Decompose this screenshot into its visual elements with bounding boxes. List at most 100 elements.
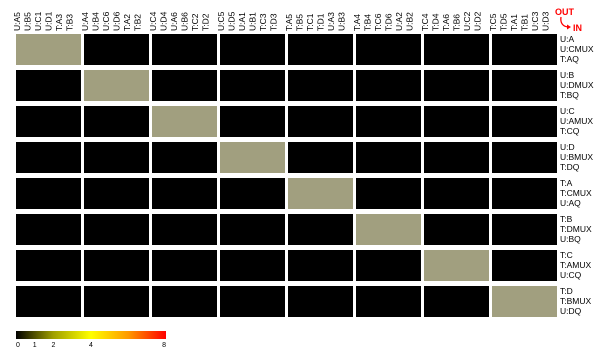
column-label: T:D3 bbox=[269, 13, 279, 31]
row-label: T:DMUX bbox=[560, 224, 592, 234]
heatmap-cell bbox=[492, 142, 557, 173]
heatmap-cell bbox=[220, 34, 285, 65]
row-label: U:CMUX bbox=[560, 44, 594, 54]
heatmap-cell bbox=[84, 34, 149, 65]
heatmap-cell bbox=[424, 286, 489, 317]
heatmap-cell bbox=[220, 178, 285, 209]
colorbar-ticks: 0 1 2 4 8 bbox=[16, 342, 166, 349]
row-label: U:AMUX bbox=[560, 116, 593, 126]
column-label: U:C6 bbox=[101, 11, 111, 31]
row-label: U:C bbox=[560, 106, 575, 116]
row-label: U:AQ bbox=[560, 198, 581, 208]
heatmap-cell bbox=[152, 34, 217, 65]
row-label: T:D bbox=[560, 286, 573, 296]
heatmap-cell bbox=[16, 250, 81, 281]
colorbar-tick: 1 bbox=[33, 342, 37, 349]
heatmap-cell bbox=[84, 106, 149, 137]
heatmap-cell bbox=[288, 250, 353, 281]
row-label: T:C bbox=[560, 250, 573, 260]
heatmap-cell bbox=[356, 142, 421, 173]
heatmap-cell bbox=[424, 250, 489, 281]
column-label: U:D3 bbox=[541, 11, 551, 31]
heatmap-cell bbox=[16, 34, 81, 65]
row-label: U:D bbox=[560, 142, 575, 152]
column-label: T:D6 bbox=[384, 13, 394, 31]
column-label: U:A1 bbox=[237, 12, 247, 31]
heatmap-cell bbox=[356, 106, 421, 137]
heatmap-cell bbox=[152, 106, 217, 137]
heatmap-cell bbox=[492, 70, 557, 101]
column-label: U:D6 bbox=[112, 11, 122, 31]
row-label: U:BMUX bbox=[560, 152, 593, 162]
column-label: U:D2 bbox=[473, 11, 483, 31]
heatmap-cell bbox=[424, 178, 489, 209]
row-label: T:AQ bbox=[560, 54, 579, 64]
row-label: T:BMUX bbox=[560, 296, 592, 306]
heatmap-cell bbox=[16, 214, 81, 245]
column-label: U:A5 bbox=[12, 12, 22, 31]
column-label: U:A4 bbox=[80, 12, 90, 31]
column-label: U:C5 bbox=[216, 11, 226, 31]
heatmap-cell bbox=[492, 286, 557, 317]
column-label: T:B2 bbox=[133, 14, 143, 31]
heatmap-cell bbox=[288, 106, 353, 137]
heatmap-cell bbox=[288, 142, 353, 173]
heatmap-cell bbox=[356, 286, 421, 317]
heatmap-cell bbox=[84, 70, 149, 101]
column-label: T:A1 bbox=[509, 14, 519, 31]
heatmap-cell bbox=[152, 250, 217, 281]
column-label: U:A3 bbox=[326, 12, 336, 31]
column-label: U:D1 bbox=[44, 11, 54, 31]
column-label: T:C5 bbox=[488, 13, 498, 31]
row-label: U:BQ bbox=[560, 234, 581, 244]
column-label: U:D4 bbox=[159, 11, 169, 31]
row-label: T:CQ bbox=[560, 126, 580, 136]
column-label: T:B3 bbox=[65, 14, 75, 31]
heatmap-cell bbox=[356, 178, 421, 209]
heatmap-cell bbox=[84, 178, 149, 209]
heatmap-cell bbox=[220, 250, 285, 281]
heatmap-cell bbox=[220, 286, 285, 317]
column-label: T:A5 bbox=[284, 14, 294, 31]
column-label: U:A2 bbox=[394, 12, 404, 31]
row-label: U:B bbox=[560, 70, 575, 80]
heatmap-cell bbox=[220, 214, 285, 245]
heatmap-cell bbox=[288, 70, 353, 101]
heatmap-cell bbox=[84, 142, 149, 173]
column-label: T:C2 bbox=[190, 13, 200, 31]
column-label: T:A2 bbox=[122, 14, 132, 31]
column-label: T:D2 bbox=[201, 13, 211, 31]
heatmap-cell bbox=[16, 178, 81, 209]
colorbar-tick: 0 bbox=[16, 342, 20, 349]
column-label: T:C1 bbox=[305, 13, 315, 31]
heatmap-cell bbox=[220, 106, 285, 137]
column-label: T:D5 bbox=[499, 13, 509, 31]
column-label: T:A6 bbox=[441, 14, 451, 31]
column-label: T:C4 bbox=[420, 13, 430, 31]
heatmap-cell bbox=[152, 178, 217, 209]
heatmap-cell bbox=[288, 286, 353, 317]
column-label: U:B1 bbox=[248, 12, 258, 31]
column-label: T:C3 bbox=[258, 13, 268, 31]
heatmap-cell bbox=[152, 214, 217, 245]
row-label: T:BQ bbox=[560, 90, 579, 100]
column-label: U:B2 bbox=[405, 12, 415, 31]
row-label: T:AMUX bbox=[560, 260, 592, 270]
column-label: U:C1 bbox=[33, 11, 43, 31]
column-label: U:B5 bbox=[23, 12, 33, 31]
column-label: U:D5 bbox=[227, 11, 237, 31]
heatmap-cell bbox=[152, 70, 217, 101]
heatmap-cell bbox=[492, 250, 557, 281]
column-label: T:A4 bbox=[352, 14, 362, 31]
heatmap-cell bbox=[356, 34, 421, 65]
column-label: T:D1 bbox=[316, 13, 326, 31]
colorbar-tick: 8 bbox=[162, 342, 166, 349]
heatmap-cell bbox=[220, 142, 285, 173]
heatmap-cell bbox=[84, 214, 149, 245]
heatmap-cell bbox=[288, 34, 353, 65]
column-label: U:B4 bbox=[91, 12, 101, 31]
heatmap-cell bbox=[424, 70, 489, 101]
colorbar-tick: 4 bbox=[89, 342, 93, 349]
colorbar: 0 1 2 4 8 bbox=[16, 331, 166, 349]
